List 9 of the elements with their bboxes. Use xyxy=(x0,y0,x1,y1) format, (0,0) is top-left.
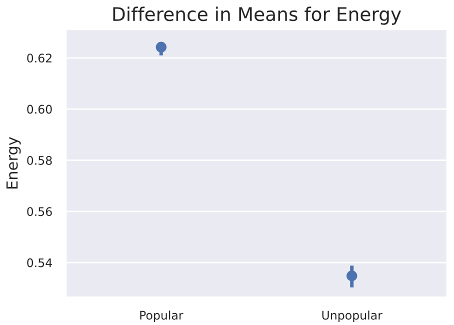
y-tick-label: 0.56 xyxy=(27,207,52,216)
y-tick-label: 0.60 xyxy=(27,104,52,114)
y-tick-label: 0.62 xyxy=(27,54,52,63)
x-tick-label: Unpopular xyxy=(322,310,382,322)
chart-title: Difference in Means for Energy xyxy=(113,6,402,25)
y-axis-title: Energy xyxy=(6,137,21,189)
y-tick-label: 0.54 xyxy=(27,258,52,268)
x-tick-label: Popular xyxy=(140,310,184,322)
y-tick-label: 0.58 xyxy=(27,156,52,165)
